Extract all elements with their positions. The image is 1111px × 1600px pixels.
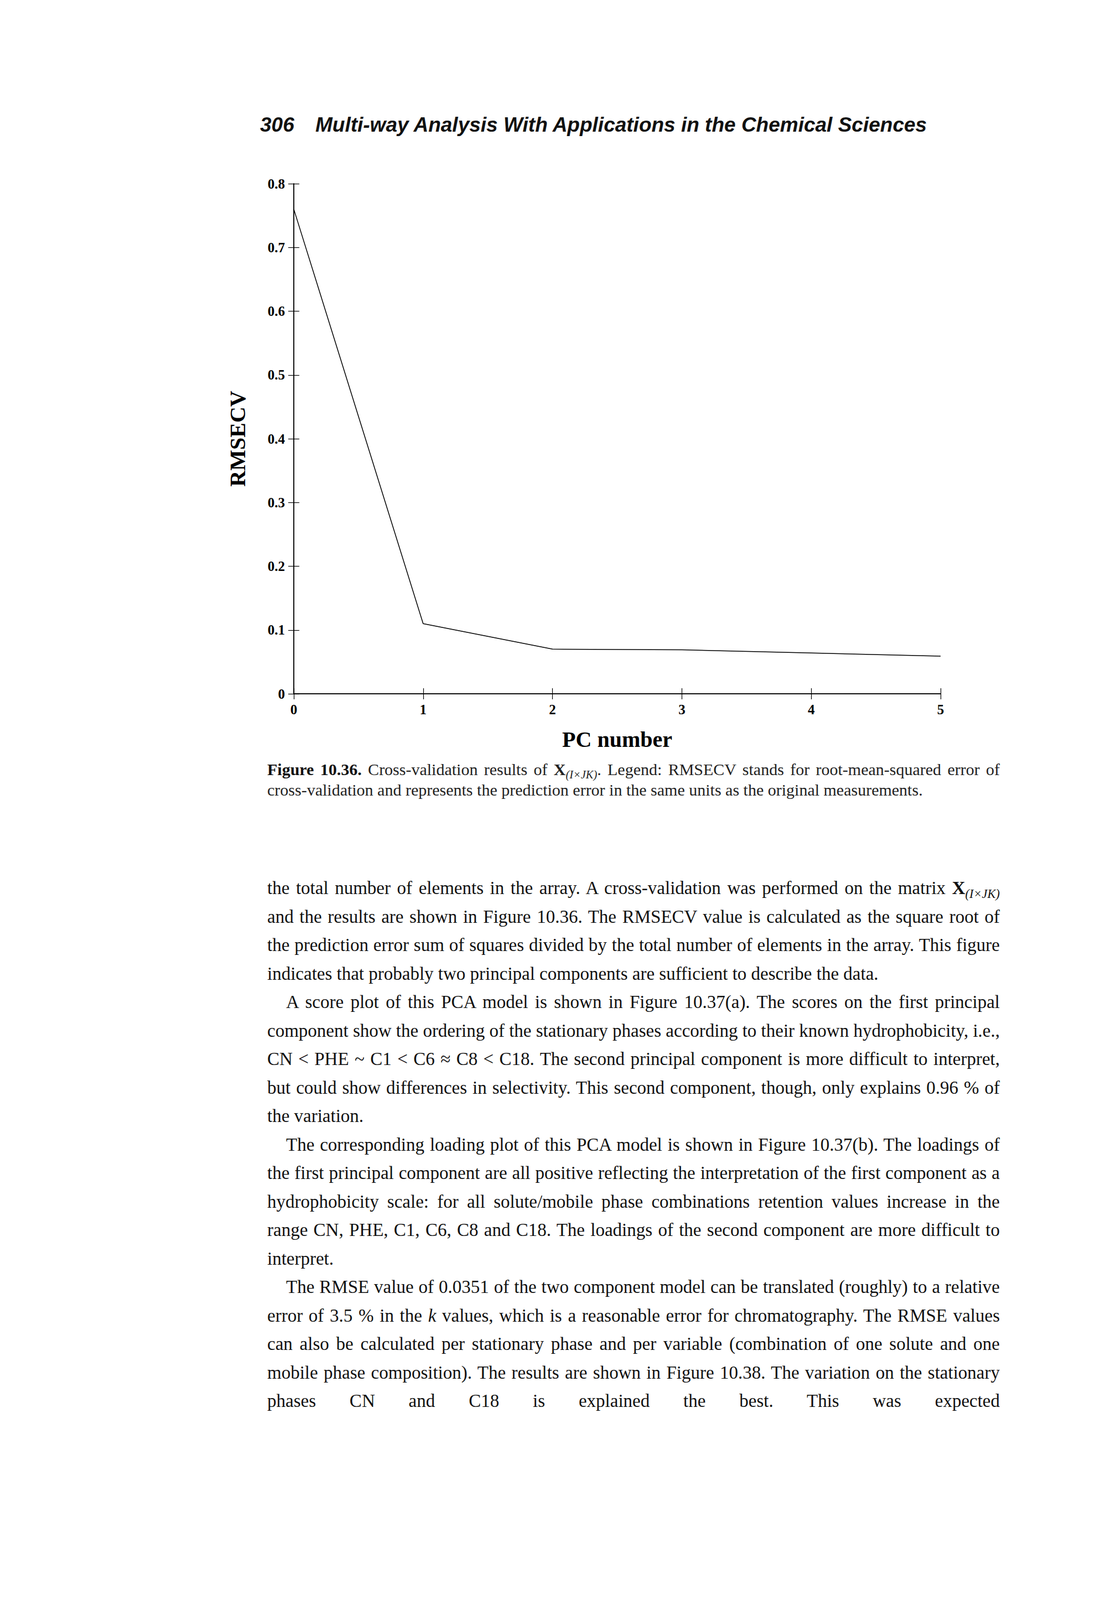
svg-text:0: 0 [290,702,298,718]
html-text:306: 306 [260,113,295,137]
svg-text:3: 3 [678,702,686,718]
html-text:The RMSE value of 0.0351 of th: The RMSE value of 0.0351 of the two comp… [267,1276,1000,1411]
svg-text:4: 4 [807,702,815,718]
svg-text:1: 1 [419,702,428,718]
svg-text:0.3: 0.3 [267,495,285,511]
svg-text:0.1: 0.1 [267,622,285,638]
html-text:A score plot of this PCA model: A score plot of this PCA model is shown … [267,992,1000,1126]
svg-text:0.5: 0.5 [267,367,285,383]
svg-text:5: 5 [937,702,945,718]
svg-text:0.4: 0.4 [267,431,286,447]
svg-text:0: 0 [278,686,286,702]
svg-text:RMSECV: RMSECV [225,390,251,487]
html-text:The corresponding loading plot: The corresponding loading plot of this P… [267,1134,1000,1269]
svg-text:0.6: 0.6 [267,303,285,319]
svg-text:PC number: PC number [562,727,673,752]
svg-text:0.2: 0.2 [267,558,285,574]
svg-text:0.7: 0.7 [267,240,285,256]
svg-text:2: 2 [548,702,557,718]
html-text:Multi-way Analysis With Applic: Multi-way Analysis With Applications in … [315,113,927,137]
html-text:and the results are shown in F: and the results are shown in Figure 10.3… [267,906,1000,984]
html-text:Figure 10.36. Cross-validation: Figure 10.36. Cross-validation results o… [267,760,1000,799]
html-text:the total number of elements i: the total number of elements in the arra… [267,878,1000,901]
svg-text:0.8: 0.8 [267,176,285,192]
